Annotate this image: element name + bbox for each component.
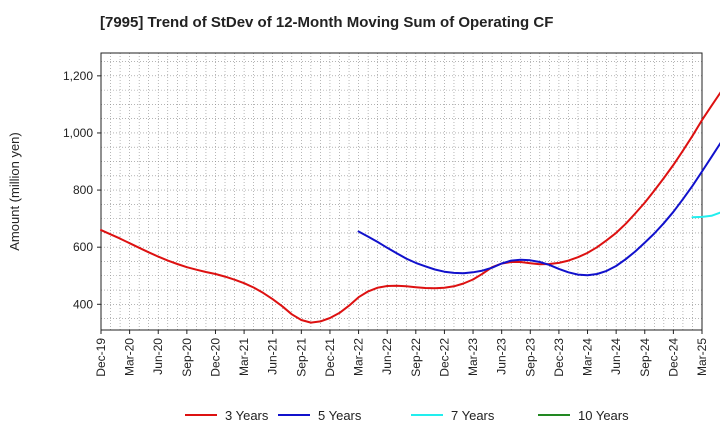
- series-line-3-years: [100, 91, 720, 324]
- chart-title: [7995] Trend of StDev of 12-Month Moving…: [100, 14, 554, 31]
- y-tick-label: 800: [73, 183, 93, 197]
- x-tick-label: Jun-20: [151, 338, 165, 375]
- plot-border: [100, 52, 703, 331]
- y-tick-label: 400: [73, 297, 93, 311]
- y-axis-label: Amount (million yen): [7, 132, 22, 251]
- x-tick-label: Jun-23: [495, 338, 509, 375]
- legend-label-10-years: 10 Years: [578, 408, 629, 423]
- x-tick-label: Sep-21: [294, 338, 308, 377]
- x-tick-label: Dec-20: [208, 338, 222, 377]
- y-tick-label: 1,200: [63, 69, 93, 83]
- x-tick-label: Mar-22: [352, 338, 366, 376]
- x-tick-label: Sep-20: [180, 338, 194, 377]
- x-tick-label: Mar-24: [581, 338, 595, 376]
- x-tick-label: Mar-21: [237, 338, 251, 376]
- legend-label-5-years: 5 Years: [318, 408, 362, 423]
- x-tick-label: Mar-20: [123, 338, 137, 376]
- x-tick-label: Dec-21: [323, 338, 337, 377]
- x-tick-label: Sep-22: [409, 338, 423, 377]
- x-tick-label: Jun-24: [609, 338, 623, 375]
- x-tick-label: Sep-23: [523, 338, 537, 377]
- x-tick-label: Mar-25: [695, 338, 709, 376]
- series-line-5-years: [357, 141, 720, 277]
- x-tick-label: Dec-19: [94, 338, 108, 377]
- x-tick-label: Jun-22: [380, 338, 394, 375]
- x-tick-label: Dec-23: [552, 338, 566, 377]
- x-tick-label: Mar-23: [466, 338, 480, 376]
- x-tick-label: Dec-24: [666, 338, 680, 377]
- x-tick-label: Jun-21: [266, 338, 280, 375]
- y-tick-label: 1,000: [63, 126, 93, 140]
- x-tick-label: Sep-24: [638, 338, 652, 377]
- legend-label-7-years: 7 Years: [451, 408, 495, 423]
- legend-label-3-years: 3 Years: [225, 408, 269, 423]
- y-tick-label: 600: [73, 240, 93, 254]
- plot-area: [101, 53, 702, 330]
- x-tick-label: Dec-22: [437, 338, 451, 377]
